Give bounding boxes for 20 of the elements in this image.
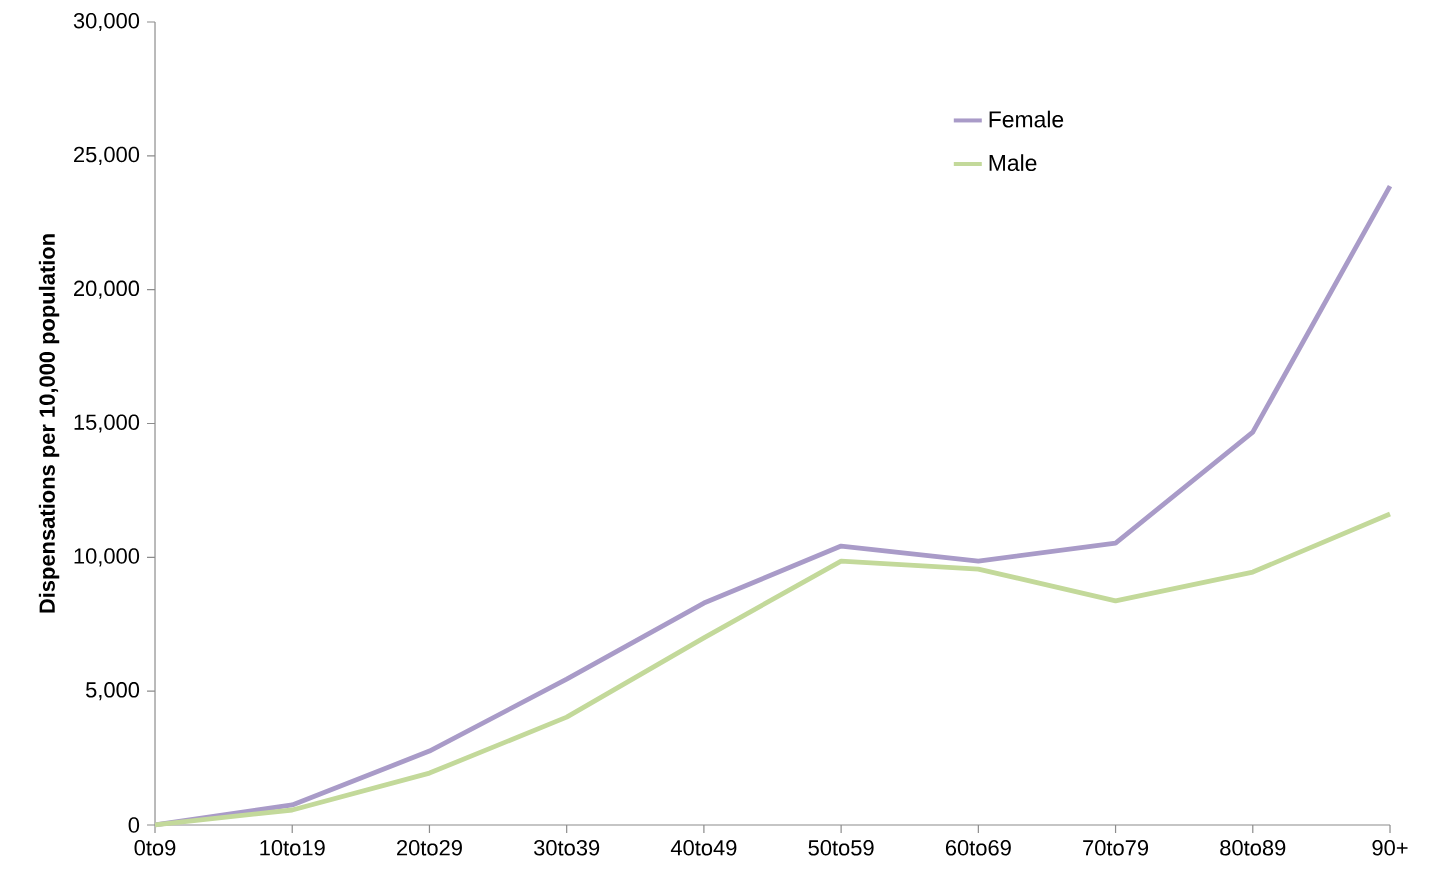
legend-label: Female [989, 110, 1064, 128]
y-tick-label: 15,000 [74, 414, 140, 433]
y-tick-label: 30,000 [73, 12, 140, 32]
x-tick-label: 90+ [1372, 840, 1408, 856]
x-tick-label: 20to29 [397, 840, 462, 856]
y-axis-title: Dispensations per 10,000 population [38, 234, 60, 613]
x-tick-label: 0to9 [134, 840, 176, 856]
x-tick-label: 60to69 [945, 840, 1011, 856]
y-tick-label: 10,000 [74, 548, 140, 567]
x-tick-label: 80to89 [1220, 840, 1286, 856]
x-tick-label: 70to79 [1083, 840, 1149, 856]
y-tick-label: 5,000 [86, 682, 140, 701]
legend-label: Male [989, 154, 1037, 172]
x-tick-label: 30to39 [534, 840, 600, 856]
x-tick-label: 40to49 [670, 840, 737, 856]
x-tick-label: 50to59 [808, 840, 874, 856]
y-tick-label: 0 [128, 817, 140, 833]
y-tick-label: 25,000 [74, 146, 140, 165]
x-tick-label: 10to19 [260, 840, 325, 856]
y-tick-label: 20,000 [74, 280, 140, 299]
